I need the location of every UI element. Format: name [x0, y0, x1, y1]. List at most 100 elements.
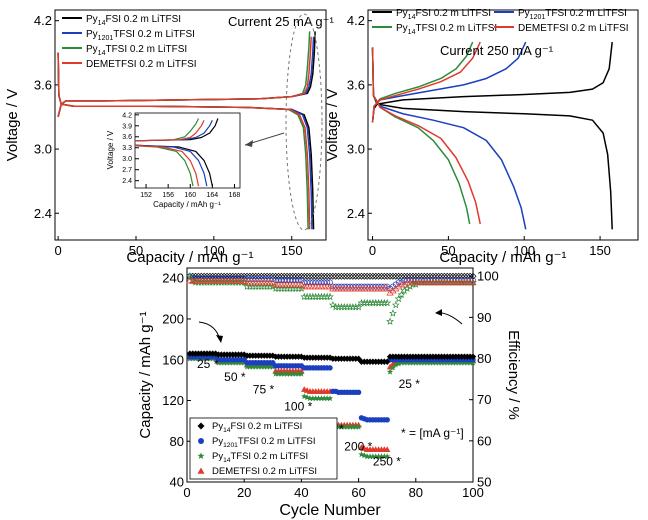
capacity-point-s2-18: [235, 359, 242, 366]
x-tick-label: 152: [140, 192, 152, 199]
capacity-point-s2-85: [426, 359, 434, 366]
p2-legend-label-0: Py14FSI 0.2 m LiTFSI: [396, 8, 491, 21]
y-tick-label: 200: [162, 312, 184, 327]
p2-xticks: 0 50 100 150: [369, 236, 611, 258]
p1-legend-label-2-suffix: TFSI 0.2 m LiTFSI: [105, 44, 187, 55]
capacity-point-s2-86: [429, 359, 437, 366]
efficiency-point-s0-66: [372, 272, 380, 280]
y-tick-label: 160: [162, 352, 184, 367]
capacity-point-s3-40: [298, 367, 305, 374]
y-tick-label: 3.0: [122, 156, 132, 163]
p1-legend-label-1: Py1201TFSI 0.2 m LiTFSI: [86, 29, 195, 42]
capacity-point-s2-99: [466, 359, 474, 366]
y2-tick-label: 70: [477, 392, 491, 407]
efficiency-point-s0-45: [312, 272, 320, 280]
capacity-point-s2-34: [281, 370, 288, 377]
capacity-point-s2-47: [318, 395, 325, 402]
inset-charge-curve-0: [135, 118, 219, 142]
p2-legend-label-3-text: DEMETFSI 0.2 m LiTFSI: [518, 23, 629, 34]
efficiency-point-s1-28: [264, 276, 270, 283]
efficiency-point-s0-37: [289, 272, 297, 280]
p1-legend-label-2: Py14TFSI 0.2 m LiTFSI: [86, 44, 187, 57]
y-tick-label: 2.4: [122, 178, 132, 185]
y-tick-label: 4.2: [34, 13, 52, 28]
x-tick-label: 60: [351, 485, 365, 500]
x-tick-label: 80: [409, 485, 423, 500]
capacity-point-s2-91: [444, 359, 451, 366]
p3-legend-label-2-suffix: TFSI 0.2 m LiTFSI: [230, 451, 308, 462]
efficiency-point-s0-58: [349, 272, 357, 280]
x-tick-label: 150: [281, 243, 303, 258]
y2-tick-label: 60: [477, 433, 491, 448]
p2-ylabel: Voltage / V: [324, 89, 341, 162]
capacity-point-s2-50: [326, 395, 334, 402]
capacity-point-s2-74: [395, 360, 402, 367]
p3-arrow-capacity-head: [216, 335, 223, 343]
efficiency-point-s1-48: [321, 279, 328, 286]
p2-frame: [367, 9, 639, 241]
capacity-point-s2-11: [215, 359, 222, 366]
efficiency-point-s1-22: [247, 276, 253, 283]
efficiency-point-s0-65: [369, 272, 377, 280]
inset-xticks: 152 156 160 164 168: [140, 184, 240, 199]
efficiency-point-s1-42: [304, 279, 311, 286]
efficiency-point-s2-74: [394, 294, 403, 303]
efficiency-point-s2-70: [383, 298, 392, 307]
efficiency-point-s0-75: [398, 272, 405, 280]
efficiency-point-s0-74: [395, 272, 403, 280]
x-tick-label: 40: [294, 485, 308, 500]
capacity-point-s2-66: [372, 453, 379, 460]
capacity-point-s2-98: [464, 359, 471, 366]
capacity-point-s2-14: [223, 359, 231, 366]
p2-legend-label-2-suffix: TFSI 0.2 m LiTFSI: [415, 23, 497, 34]
capacity-point-s2-83: [421, 359, 428, 366]
capacity-point-s2-61: [358, 451, 365, 458]
capacity-point-s2-23: [249, 363, 256, 370]
p1-legend-label-0-subscript: 14: [98, 20, 106, 27]
p3-legend-label-2: Py14TFSI 0.2 m LiTFSI: [212, 451, 308, 464]
capacity-point-s2-22: [246, 363, 254, 370]
y2-tick-label: 80: [477, 351, 491, 366]
p3-xticks: 0 20 40 60 80 100: [183, 478, 484, 500]
efficiency-point-s3-73: [392, 284, 400, 292]
p1-legend-label-3-text: DEMETFSI 0.2 m LiTFSI: [86, 59, 197, 70]
p3-legend-label-3: DEMETFSI 0.2 m LiTFSI: [212, 466, 317, 477]
efficiency-point-s2-60: [354, 302, 363, 311]
p2-discharge-curve-1: [371, 47, 527, 230]
capacity-point-s2-62: [361, 452, 368, 459]
p3-arrow-efficiency-head: [435, 309, 442, 316]
capacity-point-s2-33: [278, 370, 285, 377]
efficiency-point-s0-62: [360, 272, 368, 280]
capacity-point-s1-60: [355, 389, 362, 396]
inset-curves: [135, 118, 219, 187]
p1-legend-label-2-subscript: 14: [98, 50, 106, 57]
capacity-point-s2-84: [424, 359, 431, 366]
y-tick-label: 3.3: [122, 145, 132, 152]
efficiency-point-s0-60: [355, 272, 363, 280]
panel-capacity-25: 0 50 100 150 2.4 3.0 3.6 4.2 Current 25 mA g⁻¹…: [4, 9, 335, 266]
efficiency-point-s1-32: [275, 277, 282, 284]
p3-unit-note: * = [mA g⁻¹]: [401, 426, 464, 440]
x-tick-label: 100: [513, 243, 535, 258]
p1-legend-label-1-text: Py: [86, 29, 98, 40]
capacity-point-s2-39: [295, 370, 302, 377]
p1-xlabel: Capacity / mAh g⁻¹: [126, 249, 253, 266]
efficiency-point-s0-64: [366, 272, 374, 280]
p1-curves: [57, 31, 316, 230]
capacity-point-s2-79: [409, 359, 417, 366]
capacity-point-s2-27: [261, 363, 268, 370]
capacity-point-s2-70: [384, 453, 391, 460]
y-tick-label: 4.2: [347, 13, 365, 28]
efficiency-point-s3-70: [383, 284, 391, 292]
p3-legend-label-1-text: Py: [212, 436, 223, 447]
capacity-point-s2-40: [298, 370, 305, 377]
efficiency-point-s1-34: [281, 277, 288, 284]
capacity-point-s2-59: [352, 423, 359, 430]
rate-label-6: 250 *: [373, 455, 401, 469]
inset-yticks: 2.4 2.7 3.0 3.3 3.6 3.9 4.2: [122, 112, 139, 185]
p2-charge-curve-0: [371, 42, 613, 123]
capacity-point-s2-15: [226, 359, 234, 366]
efficiency-point-s1-27: [261, 276, 268, 283]
p1-ylabel: Voltage / V: [4, 89, 21, 162]
y-tick-label: 2.4: [34, 206, 52, 221]
